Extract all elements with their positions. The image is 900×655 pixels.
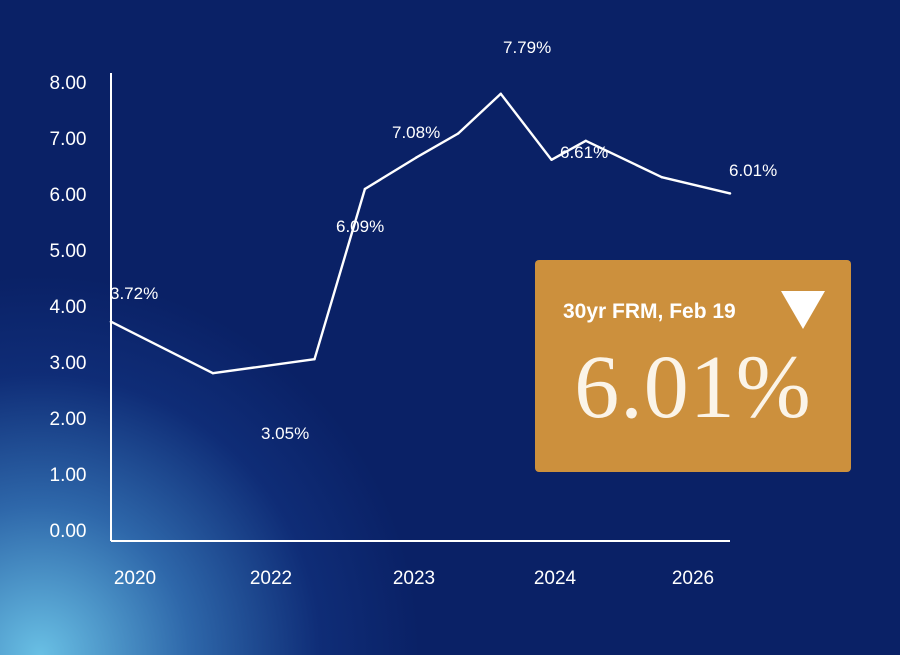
y-tick-label: 7.00 (50, 129, 87, 150)
data-point (728, 192, 732, 195)
callout-label: 30yr FRM, Feb 19 (563, 300, 736, 323)
data-point (457, 132, 460, 135)
data-point (109, 320, 113, 323)
x-tick-label: 2024 (534, 568, 577, 589)
y-tick-labels: 0.00 1.00 2.00 3.00 4.00 5.00 6.00 7.00 … (50, 73, 87, 542)
x-tick-labels: 2020 2022 2023 2024 2026 (114, 568, 714, 589)
data-label: 3.05% (261, 424, 309, 443)
x-tick-label: 2020 (114, 568, 156, 589)
data-labels: 3.72% 3.05% 6.09% 7.08% 7.79% 6.61% 6.01… (110, 38, 777, 443)
y-tick-label: 4.00 (50, 297, 87, 318)
y-tick-label: 0.00 (50, 521, 87, 542)
y-tick-label: 2.00 (50, 409, 87, 430)
triangle-down-icon (781, 291, 825, 329)
y-tick-label: 6.00 (50, 185, 87, 206)
data-points (109, 92, 732, 375)
x-tick-label: 2026 (672, 568, 714, 589)
data-point (211, 372, 215, 375)
current-rate-callout: 30yr FRM, Feb 19 6.01% (535, 260, 851, 472)
data-point (363, 187, 367, 191)
data-point (660, 176, 663, 179)
y-tick-label: 8.00 (50, 73, 87, 94)
data-label: 6.09% (336, 217, 384, 236)
current-rate-value: 6.01% (574, 338, 812, 437)
data-label: 7.08% (392, 123, 440, 142)
y-tick-label: 5.00 (50, 241, 87, 262)
data-point (313, 358, 316, 361)
data-point (415, 156, 418, 159)
y-tick-label: 1.00 (50, 465, 87, 486)
y-tick-label: 3.00 (50, 353, 87, 374)
data-point (550, 158, 553, 161)
data-label: 7.79% (503, 38, 551, 57)
data-point (584, 139, 587, 142)
data-label: 6.61% (560, 143, 608, 162)
data-label: 6.01% (729, 161, 777, 180)
x-tick-label: 2022 (250, 568, 292, 589)
x-tick-label: 2023 (393, 568, 435, 589)
data-label: 3.72% (110, 284, 158, 303)
data-point (499, 92, 502, 96)
